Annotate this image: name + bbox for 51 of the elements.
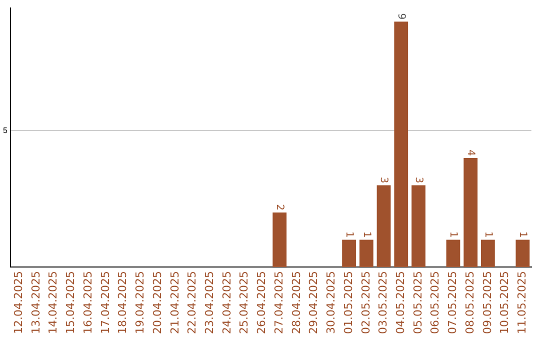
- x-tick-label: 05.05.2025: [411, 271, 424, 334]
- x-tick-label: 20.04.2025: [150, 271, 164, 334]
- x-tick-label: 12.04.2025: [12, 271, 25, 334]
- x-tick-label: 26.04.2025: [255, 271, 268, 334]
- bar: [359, 240, 374, 268]
- x-tick-label: 16.04.2025: [81, 271, 94, 334]
- x-tick-label: 18.04.2025: [116, 271, 130, 334]
- bar: [342, 240, 356, 268]
- data-label: 1: [448, 231, 459, 238]
- data-label: 9: [396, 13, 407, 20]
- data-label: 3: [412, 176, 424, 184]
- x-tick-label: 03.05.2025: [376, 271, 390, 334]
- x-tick-label: 15.04.2025: [64, 271, 78, 334]
- x-tick-label: 29.04.2025: [307, 271, 320, 334]
- bar: [516, 240, 530, 268]
- y-tick-label: 5: [2, 126, 8, 135]
- x-tick-label: 11.05.2025: [516, 271, 529, 334]
- bar: [394, 22, 408, 268]
- bar: [412, 185, 426, 268]
- x-tick-label: 17.04.2025: [98, 271, 112, 334]
- data-label: 1: [343, 231, 354, 238]
- data-label: 1: [360, 231, 372, 238]
- x-tick-label: 02.05.2025: [359, 271, 372, 334]
- x-tick-label: 10.05.2025: [498, 271, 512, 334]
- data-label: 2: [274, 204, 285, 210]
- data-label: 1: [482, 231, 494, 238]
- bar: [464, 158, 478, 268]
- x-tick-label: 21.04.2025: [168, 271, 182, 334]
- x-tick-label: 14.04.2025: [46, 271, 60, 334]
- x-tick-label: 01.05.2025: [342, 271, 355, 334]
- bar: [376, 185, 391, 268]
- x-tick-label: 09.05.2025: [480, 271, 494, 334]
- x-tick-label: 13.04.2025: [29, 271, 42, 334]
- x-tick-label: 28.04.2025: [290, 271, 303, 334]
- data-label: 4: [464, 150, 476, 156]
- x-tick-label: 30.04.2025: [324, 271, 338, 334]
- x-tick-label: 19.04.2025: [134, 271, 147, 334]
- bar: [446, 240, 460, 268]
- x-tick-label: 06.05.2025: [428, 271, 442, 334]
- bar: [272, 212, 287, 268]
- x-tick-label: 25.04.2025: [238, 271, 251, 334]
- x-tick-label: 22.04.2025: [186, 271, 199, 334]
- data-label: 3: [378, 176, 390, 184]
- data-label: 1: [517, 231, 528, 238]
- x-tick-label: 27.04.2025: [272, 271, 286, 334]
- x-tick-label: 07.05.2025: [446, 271, 460, 334]
- x-tick-label: 23.04.2025: [202, 271, 216, 334]
- x-tick-label: 08.05.2025: [463, 271, 476, 334]
- x-tick-label: 04.05.2025: [394, 271, 407, 334]
- bar: [480, 240, 495, 268]
- x-tick-label: 24.04.2025: [220, 271, 234, 334]
